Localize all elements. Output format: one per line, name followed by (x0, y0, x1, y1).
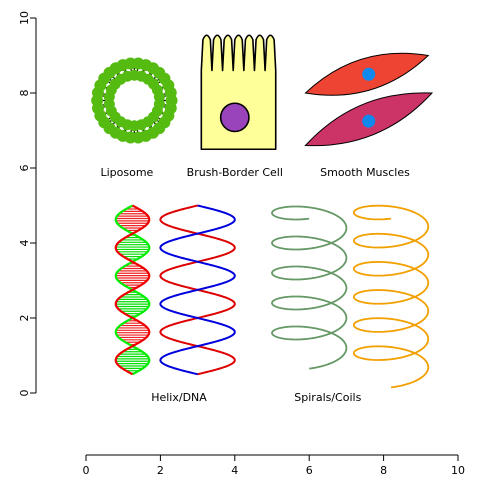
smooth-muscles (304, 52, 434, 147)
y-tick-label: 0 (18, 390, 31, 397)
y-tick-label: 6 (18, 165, 31, 172)
lipid-head-outer (164, 86, 177, 99)
muscle-nucleus (362, 67, 376, 81)
x-tick-label: 8 (380, 464, 387, 477)
x-tick-label: 10 (451, 464, 465, 477)
label-brush: Brush-Border Cell (187, 166, 283, 179)
x-tick-label: 4 (231, 464, 238, 477)
spiral-coil-green (271, 205, 348, 370)
axes: 0 2 4 6 8 10 0 2 4 6 8 10 (18, 11, 465, 477)
brush-border-cell (200, 34, 277, 151)
dna-strand-red (114, 204, 151, 376)
label-helix: Helix/DNA (151, 391, 207, 404)
shape-labels: Liposome Brush-Border Cell Smooth Muscles H… (100, 166, 410, 404)
x-tick-label: 0 (83, 464, 90, 477)
label-spiral: Spirals/Coils (294, 391, 361, 404)
helix-strand-blue (159, 204, 236, 376)
x-tick-label: 2 (157, 464, 164, 477)
cell-body (200, 34, 277, 151)
liposome (91, 57, 178, 144)
y-tick-label: 2 (18, 315, 31, 322)
x-tick-label: 6 (306, 464, 313, 477)
muscle-nucleus (362, 114, 376, 128)
y-tick-label: 8 (18, 90, 31, 97)
y-tick-label: 4 (18, 240, 31, 247)
label-liposome: Liposome (100, 166, 153, 179)
helix (159, 204, 236, 376)
cell-nucleus (219, 102, 250, 133)
spiral-path (271, 205, 348, 370)
dna-helix (114, 204, 151, 376)
spiral-path (352, 204, 430, 389)
lipid-head-inner (153, 91, 165, 103)
drawings (91, 34, 434, 389)
y-tick-label: 10 (18, 11, 31, 25)
spiral-coil-orange (352, 204, 430, 389)
label-muscle: Smooth Muscles (320, 166, 410, 179)
